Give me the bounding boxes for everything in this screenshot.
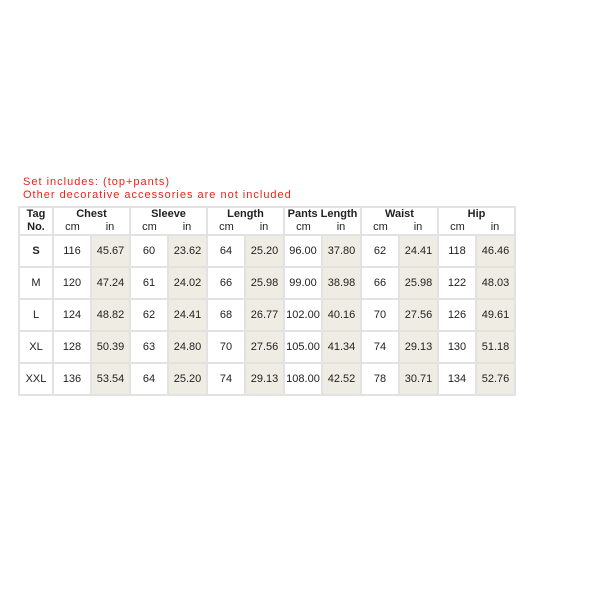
unit-header-cm: cm: [437, 221, 476, 236]
value-cell-cm: 134: [437, 362, 477, 396]
value-cell-cm: 130: [437, 330, 477, 364]
value-cell-cm: 70: [360, 298, 400, 332]
unit-header-in: in: [245, 221, 285, 236]
value-cell-cm: 108.00: [283, 362, 323, 396]
value-cell-cm: 136: [52, 362, 92, 396]
value-cell-cm: 120: [52, 266, 92, 300]
value-cell-cm: 68: [206, 298, 246, 332]
value-cell-cm: 63: [129, 330, 169, 364]
table-row: XXL 136 53.54 64 25.20 74 29.13 108.00 42.52 78 30…: [18, 362, 516, 396]
table-row: L 124 48.82 62 24.41 68 26.77 102.00 40.16 70 27.5…: [18, 298, 516, 332]
group-header-length: Length: [206, 206, 285, 221]
value-cell-cm: 61: [129, 266, 169, 300]
value-cell-in: 46.46: [475, 234, 516, 268]
table-row: S 116 45.67 60 23.62 64 25.20 96.00 37.80 62 24.41…: [18, 234, 516, 268]
value-cell-cm: 96.00: [283, 234, 323, 268]
value-cell-cm: 66: [360, 266, 400, 300]
value-cell-cm: 74: [206, 362, 246, 396]
value-cell-cm: 124: [52, 298, 92, 332]
unit-header-cm: cm: [283, 221, 322, 236]
value-cell-in: 29.13: [398, 330, 439, 364]
set-includes-note: Set includes: (top+pants): [23, 176, 170, 188]
table-row: M 120 47.24 61 24.02 66 25.98 99.00 38.98 66 25.98…: [18, 266, 516, 300]
value-cell-in: 42.52: [321, 362, 362, 396]
value-cell-in: 30.71: [398, 362, 439, 396]
no-header: No.: [18, 221, 54, 236]
tag-header: Tag: [18, 206, 54, 221]
value-cell-cm: 64: [206, 234, 246, 268]
value-cell-in: 40.16: [321, 298, 362, 332]
value-cell-cm: 64: [129, 362, 169, 396]
value-cell-in: 23.62: [167, 234, 208, 268]
unit-header-in: in: [399, 221, 439, 236]
value-cell-in: 47.24: [90, 266, 131, 300]
value-cell-cm: 70: [206, 330, 246, 364]
unit-header-in: in: [168, 221, 208, 236]
value-cell-cm: 78: [360, 362, 400, 396]
value-cell-in: 25.98: [398, 266, 439, 300]
size-cell: XL: [18, 330, 54, 364]
accessories-note: Other decorative accessories are not inc…: [23, 189, 292, 201]
group-header-pants-length: Pants Length: [283, 206, 362, 221]
value-cell-in: 38.98: [321, 266, 362, 300]
size-cell: M: [18, 266, 54, 300]
value-cell-cm: 126: [437, 298, 477, 332]
unit-header-in: in: [91, 221, 131, 236]
value-cell-in: 49.61: [475, 298, 516, 332]
value-cell-in: 41.34: [321, 330, 362, 364]
value-cell-in: 27.56: [398, 298, 439, 332]
size-cell: S: [18, 234, 54, 268]
value-cell-in: 24.80: [167, 330, 208, 364]
unit-header-in: in: [322, 221, 362, 236]
value-cell-cm: 99.00: [283, 266, 323, 300]
value-cell-in: 51.18: [475, 330, 516, 364]
header-row-groups: Tag Chest Sleeve Length Pants Length Wai…: [18, 206, 516, 221]
value-cell-in: 24.41: [398, 234, 439, 268]
unit-header-cm: cm: [129, 221, 168, 236]
value-cell-cm: 116: [52, 234, 92, 268]
size-cell: L: [18, 298, 54, 332]
value-cell-in: 24.02: [167, 266, 208, 300]
value-cell-in: 26.77: [244, 298, 285, 332]
value-cell-in: 29.13: [244, 362, 285, 396]
value-cell-cm: 74: [360, 330, 400, 364]
size-chart-table: Tag Chest Sleeve Length Pants Length Wai…: [18, 206, 516, 396]
table-row: XL 128 50.39 63 24.80 70 27.56 105.00 41.34 74 29.…: [18, 330, 516, 364]
value-cell-in: 25.20: [244, 234, 285, 268]
unit-header-cm: cm: [206, 221, 245, 236]
unit-header-in: in: [476, 221, 516, 236]
value-cell-cm: 105.00: [283, 330, 323, 364]
header-row-units: No. cm in cm in cm in cm in cm in cm in: [18, 221, 516, 236]
unit-header-cm: cm: [52, 221, 91, 236]
value-cell-cm: 122: [437, 266, 477, 300]
value-cell-in: 50.39: [90, 330, 131, 364]
unit-header-cm: cm: [360, 221, 399, 236]
value-cell-in: 27.56: [244, 330, 285, 364]
value-cell-cm: 62: [129, 298, 169, 332]
value-cell-in: 53.54: [90, 362, 131, 396]
value-cell-in: 52.76: [475, 362, 516, 396]
value-cell-cm: 60: [129, 234, 169, 268]
value-cell-cm: 128: [52, 330, 92, 364]
value-cell-in: 48.82: [90, 298, 131, 332]
group-header-hip: Hip: [437, 206, 516, 221]
size-cell: XXL: [18, 362, 54, 396]
value-cell-in: 48.03: [475, 266, 516, 300]
value-cell-in: 37.80: [321, 234, 362, 268]
value-cell-in: 25.98: [244, 266, 285, 300]
value-cell-in: 24.41: [167, 298, 208, 332]
group-header-chest: Chest: [52, 206, 131, 221]
value-cell-in: 45.67: [90, 234, 131, 268]
group-header-sleeve: Sleeve: [129, 206, 208, 221]
value-cell-cm: 102.00: [283, 298, 323, 332]
value-cell-cm: 66: [206, 266, 246, 300]
value-cell-in: 25.20: [167, 362, 208, 396]
group-header-waist: Waist: [360, 206, 439, 221]
value-cell-cm: 118: [437, 234, 477, 268]
value-cell-cm: 62: [360, 234, 400, 268]
